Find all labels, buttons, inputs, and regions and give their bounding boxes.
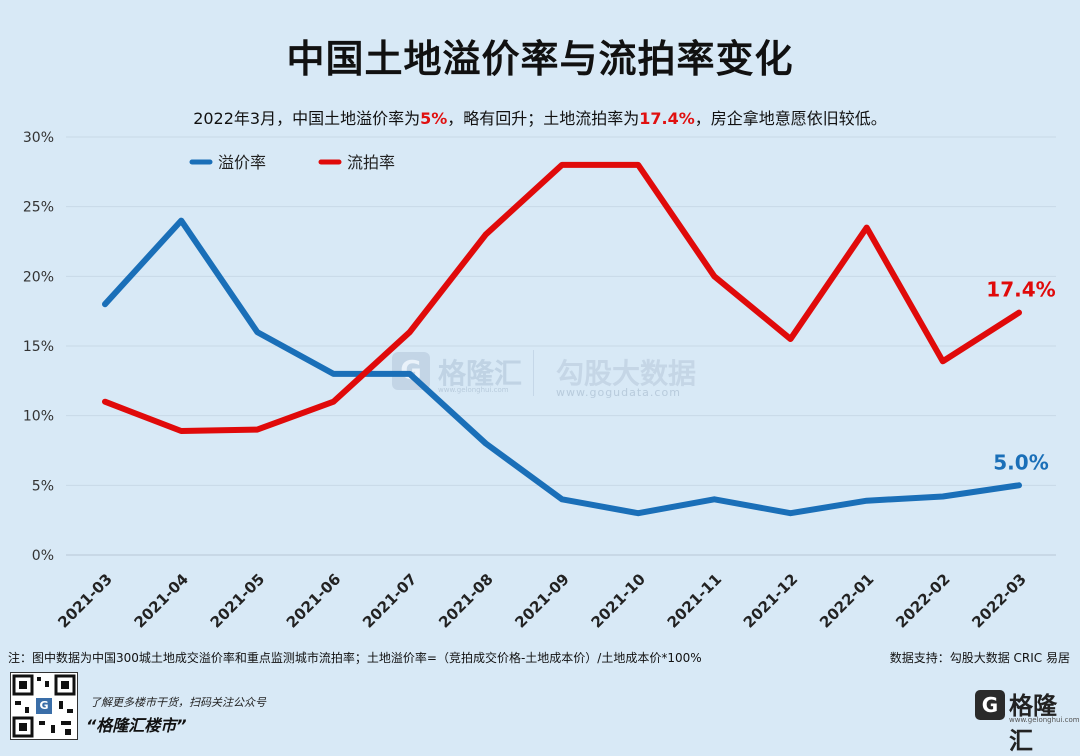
- data-point: [559, 162, 565, 168]
- y-tick-label: 10%: [23, 409, 54, 425]
- subtitle-part3: ，房企拿地意愿依旧较低。: [694, 109, 887, 128]
- x-tick-label: 2021-06: [283, 570, 344, 631]
- y-tick-label: 0%: [32, 548, 54, 564]
- data-point: [788, 510, 793, 516]
- x-tick-label: 2021-11: [664, 570, 725, 631]
- data-point: [102, 399, 108, 405]
- watermark-partner-url: www.gogudata.com: [556, 386, 681, 399]
- data-point: [178, 218, 184, 224]
- data-point: [711, 273, 717, 279]
- data-point: [635, 510, 641, 516]
- x-tick-label: 2021-12: [740, 570, 801, 631]
- brand-logo-icon: G: [975, 690, 1005, 720]
- data-point: [864, 498, 870, 504]
- y-tick-label: 15%: [23, 339, 54, 355]
- qr-pattern: [12, 674, 76, 738]
- series-line-2: [102, 161, 1022, 434]
- data-point: [788, 336, 793, 342]
- watermark-divider: [533, 350, 534, 396]
- qr-code-icon: G: [10, 672, 78, 740]
- data-point: [483, 232, 489, 238]
- x-tick-label: 2021-09: [511, 570, 572, 631]
- data-point: [1016, 482, 1022, 488]
- data-point: [178, 428, 184, 434]
- data-point: [635, 162, 641, 168]
- data-point: [102, 301, 108, 307]
- chart-subtitle: 2022年3月，中国土地溢价率为5%，略有回升；土地流拍率为17.4%，房企拿地…: [0, 105, 1080, 129]
- promo-text: 了解更多楼市干货，扫码关注公众号: [90, 696, 266, 709]
- data-point: [940, 493, 946, 499]
- x-tick-label: 2021-08: [435, 570, 496, 631]
- x-tick-label: 2021-03: [54, 570, 115, 631]
- chart-title: 中国土地溢价率与流拍率变化: [286, 37, 794, 81]
- data-label: 5.0%: [993, 450, 1048, 474]
- x-tick-label: 2021-10: [588, 570, 649, 631]
- data-point: [1016, 310, 1022, 316]
- data-point: [711, 496, 717, 502]
- y-tick-label: 5%: [32, 478, 54, 494]
- promo-account-name: “格隆汇楼市”: [86, 716, 187, 735]
- watermark-brand-url: www.gelonghui.com: [438, 386, 509, 394]
- data-point: [407, 371, 413, 377]
- watermark-brand: 格隆汇: [438, 357, 523, 390]
- x-tick-label: 2021-07: [359, 570, 420, 631]
- y-tick-label: 30%: [23, 130, 54, 146]
- data-point: [864, 225, 870, 231]
- x-tick-label: 2021-04: [131, 570, 192, 631]
- subtitle-failure-value: 17.4%: [639, 109, 695, 128]
- x-tick-label: 2022-02: [892, 570, 953, 631]
- watermark-partner: 勾股大数据: [556, 357, 697, 390]
- subtitle-premium-value: 5%: [420, 109, 448, 128]
- x-tick-label: 2022-03: [968, 570, 1029, 631]
- data-point: [559, 496, 565, 502]
- series-line-1: [102, 217, 1022, 517]
- legend-label: 溢价率: [218, 153, 266, 172]
- data-point: [254, 329, 260, 335]
- data-point: [331, 399, 336, 405]
- subtitle-part2: ，略有回升；土地流拍率为: [447, 109, 640, 128]
- y-tick-label: 25%: [23, 200, 54, 216]
- legend-label: 流拍率: [347, 153, 395, 172]
- subtitle-part1: 2022年3月，中国土地溢价率为: [193, 109, 421, 128]
- data-point: [331, 371, 336, 377]
- data-point: [940, 358, 946, 364]
- data-point: [407, 329, 413, 335]
- data-point: [254, 427, 260, 433]
- data-source: 数据支持：勾股大数据 CRIC 易居: [889, 651, 1070, 665]
- x-tick-label: 2022-01: [816, 570, 877, 631]
- x-tick-label: 2021-05: [207, 570, 268, 631]
- qr-center-logo-icon: G: [36, 698, 52, 714]
- data-point: [483, 441, 489, 447]
- y-tick-label: 20%: [23, 269, 54, 285]
- brand-url: www.gelonghui.com: [1009, 716, 1080, 724]
- data-label: 17.4%: [986, 278, 1055, 302]
- footnote: 注：图中数据为中国300城土地成交溢价率和重点监测城市流拍率；土地溢价率=（竞拍…: [8, 651, 702, 665]
